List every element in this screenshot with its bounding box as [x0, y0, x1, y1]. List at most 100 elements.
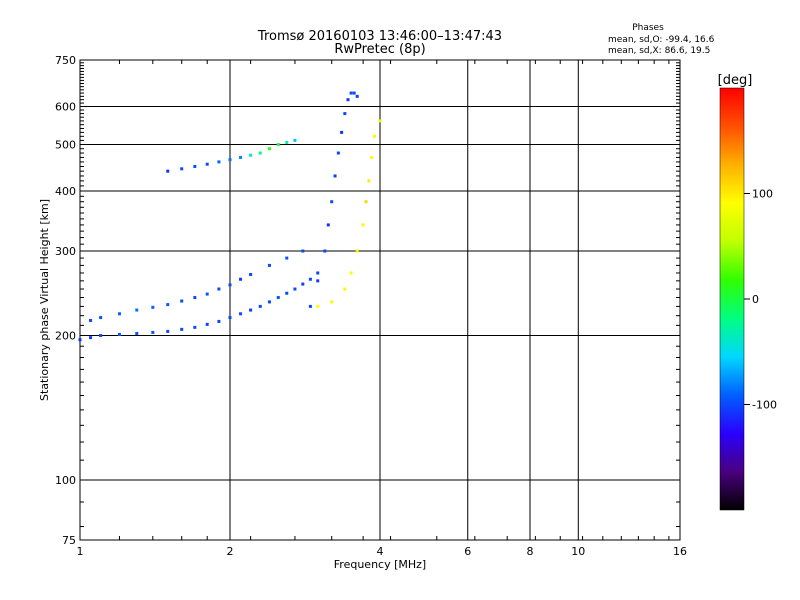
data-point — [336, 151, 340, 155]
data-point — [370, 155, 374, 159]
data-point — [135, 308, 139, 312]
data-point — [205, 322, 209, 326]
data-point — [349, 271, 353, 275]
x-tick-label: 8 — [527, 545, 534, 558]
data-points — [78, 91, 382, 342]
data-point — [301, 282, 305, 286]
data-point — [205, 162, 209, 166]
data-point — [373, 134, 377, 138]
data-point — [364, 200, 368, 204]
stats-line-x: mean, sd,X: 86.6, 19.5 — [608, 46, 710, 56]
data-point — [180, 167, 184, 171]
data-point — [346, 98, 350, 102]
data-point — [285, 291, 289, 295]
stats-heading: Phases — [632, 23, 664, 33]
data-point — [323, 249, 327, 253]
x-tick-label: 10 — [571, 545, 585, 558]
data-point — [239, 277, 243, 281]
data-point — [367, 179, 371, 183]
data-point — [166, 329, 170, 333]
data-point — [239, 312, 243, 316]
y-tick-label: 75 — [62, 534, 76, 547]
stats-line-o: mean, sd,O: -99.4, 16.6 — [608, 35, 715, 45]
data-point — [355, 94, 359, 98]
y-tick-labels: 75 100 200 300 400 500 600 750 — [55, 54, 76, 547]
data-point — [326, 223, 330, 227]
data-point — [239, 155, 243, 159]
colorbar-tick-label: 100 — [752, 188, 773, 201]
data-point — [330, 200, 334, 204]
minor-ticks — [80, 60, 680, 540]
data-point — [117, 312, 121, 316]
colorbar — [719, 87, 745, 511]
data-point — [293, 138, 297, 142]
data-point — [89, 336, 93, 340]
x-tick-label: 1 — [77, 545, 84, 558]
data-point — [267, 300, 271, 304]
data-point — [343, 112, 347, 116]
data-point — [285, 140, 289, 144]
x-tick-label: 16 — [673, 545, 687, 558]
chart-subtitle: RwPretec (8p) — [334, 42, 425, 57]
data-point — [316, 304, 320, 308]
data-point — [308, 304, 312, 308]
data-point — [166, 303, 170, 307]
x-tick-label: 4 — [377, 545, 384, 558]
x-tick-labels: 1 2 4 6 8 10 16 — [77, 545, 688, 558]
y-tick-label: 200 — [55, 330, 76, 343]
data-point — [249, 273, 253, 277]
data-point — [340, 130, 344, 134]
y-tick-label: 500 — [55, 139, 76, 152]
data-point — [180, 327, 184, 331]
colorbar-tick-label: 0 — [752, 293, 759, 306]
x-tick-label: 2 — [227, 545, 234, 558]
data-point — [193, 296, 197, 300]
data-point — [316, 279, 320, 283]
data-point — [316, 271, 320, 275]
data-point — [99, 334, 103, 338]
data-point — [301, 249, 305, 253]
data-point — [258, 151, 262, 155]
data-point — [217, 319, 221, 323]
y-tick-label: 100 — [55, 474, 76, 487]
data-point — [151, 330, 155, 334]
data-point — [228, 158, 232, 162]
colorbar-ticks: 100 0 -100 — [744, 188, 777, 412]
data-point — [117, 332, 121, 336]
data-point — [249, 308, 253, 312]
data-point — [180, 299, 184, 303]
x-axis-label: Frequency [MHz] — [334, 558, 426, 571]
data-point — [228, 316, 232, 320]
data-point — [249, 153, 253, 157]
data-point — [276, 296, 280, 300]
data-point — [333, 174, 337, 178]
data-point — [217, 287, 221, 291]
colorbar-label: [deg] — [718, 73, 753, 88]
data-point — [217, 160, 221, 164]
y-tick-label: 750 — [55, 54, 76, 67]
data-point — [228, 283, 232, 287]
data-point — [205, 292, 209, 296]
y-tick-label: 300 — [55, 245, 76, 258]
data-point — [330, 300, 334, 304]
data-point — [361, 223, 365, 227]
data-point — [285, 256, 289, 260]
x-tick-label: 6 — [464, 545, 471, 558]
colorbar-tick-label: -100 — [752, 399, 777, 412]
data-point — [349, 91, 353, 95]
data-point — [293, 287, 297, 291]
data-point — [258, 304, 262, 308]
data-point — [151, 305, 155, 309]
data-point — [355, 249, 359, 253]
data-point — [343, 287, 347, 291]
data-point — [378, 119, 382, 123]
grid-lines — [80, 60, 680, 540]
data-point — [78, 338, 82, 342]
data-point — [166, 169, 170, 173]
y-tick-label: 600 — [55, 101, 76, 114]
data-point — [193, 325, 197, 329]
data-point — [135, 331, 139, 335]
data-point — [193, 164, 197, 168]
data-point — [267, 147, 271, 151]
